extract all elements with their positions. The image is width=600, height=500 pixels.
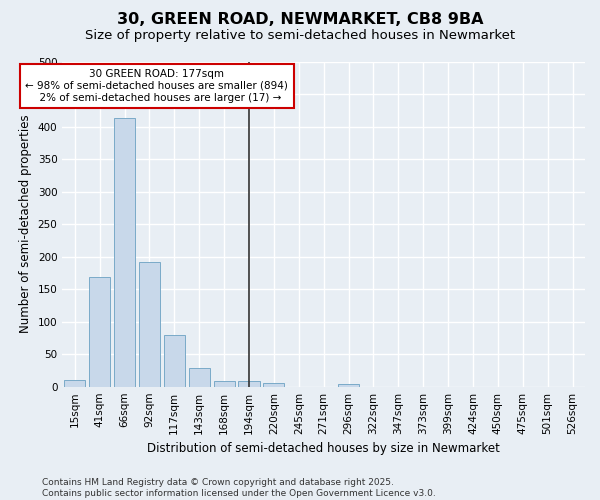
Bar: [89, 278, 110, 386]
Text: Size of property relative to semi-detached houses in Newmarket: Size of property relative to semi-detach…: [85, 29, 515, 42]
Bar: [238, 382, 260, 386]
Bar: [139, 262, 160, 386]
Bar: [263, 384, 284, 386]
Text: 30 GREEN ROAD: 177sqm
← 98% of semi-detached houses are smaller (894)
  2% of se: 30 GREEN ROAD: 177sqm ← 98% of semi-deta…: [25, 70, 289, 102]
X-axis label: Distribution of semi-detached houses by size in Newmarket: Distribution of semi-detached houses by …: [147, 442, 500, 455]
Bar: [164, 334, 185, 386]
Bar: [188, 368, 210, 386]
Text: 30, GREEN ROAD, NEWMARKET, CB8 9BA: 30, GREEN ROAD, NEWMARKET, CB8 9BA: [117, 12, 483, 28]
Text: Contains HM Land Registry data © Crown copyright and database right 2025.
Contai: Contains HM Land Registry data © Crown c…: [42, 478, 436, 498]
Bar: [64, 380, 85, 386]
Bar: [338, 384, 359, 386]
Bar: [114, 118, 135, 386]
Y-axis label: Number of semi-detached properties: Number of semi-detached properties: [19, 115, 32, 334]
Bar: [214, 381, 235, 386]
